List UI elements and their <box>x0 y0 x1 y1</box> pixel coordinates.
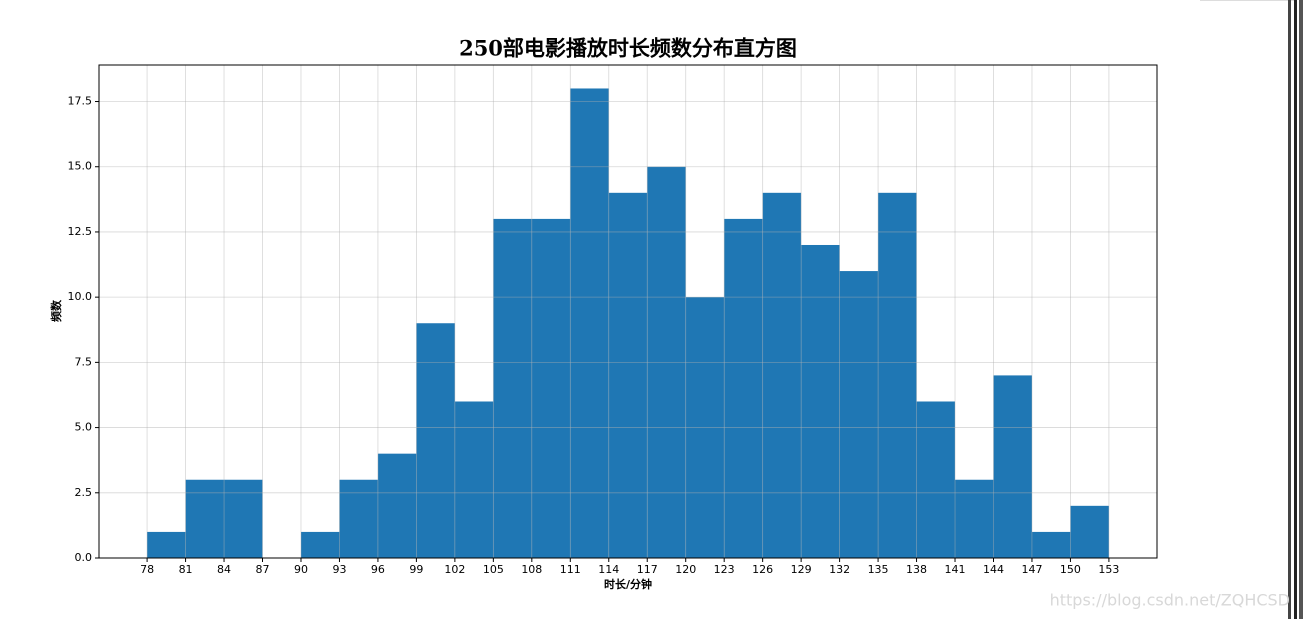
bar <box>993 375 1032 558</box>
x-tick-label: 99 <box>409 563 423 576</box>
bar <box>377 453 417 558</box>
x-tick-label: 90 <box>294 563 308 576</box>
frame-edge <box>1200 0 1295 1</box>
bar <box>955 479 994 558</box>
x-tick-label: 114 <box>598 563 619 576</box>
bar <box>608 192 648 558</box>
x-tick-label: 102 <box>444 563 465 576</box>
bar <box>916 401 956 558</box>
x-tick-label: 111 <box>560 563 581 576</box>
frame-edge <box>1299 0 1303 619</box>
x-tick-label: 108 <box>521 563 542 576</box>
bar <box>300 531 340 558</box>
x-tick-label: 123 <box>714 563 735 576</box>
bar <box>724 218 763 558</box>
y-axis-label: 频数 <box>49 299 63 322</box>
x-tick-label: 87 <box>256 563 270 576</box>
frame-edge <box>1294 0 1297 619</box>
plot-frame <box>98 64 1158 559</box>
x-tick-label: 141 <box>945 563 966 576</box>
bar <box>570 88 609 558</box>
x-tick-label: 153 <box>1098 563 1119 576</box>
y-tick-label: 15.0 <box>68 160 93 173</box>
bar <box>1070 505 1109 558</box>
y-tick-label: 10.0 <box>68 290 93 303</box>
x-tick-label: 147 <box>1021 563 1042 576</box>
bar <box>454 401 494 558</box>
bar <box>1031 531 1071 558</box>
x-tick-label: 96 <box>371 563 385 576</box>
x-tick-label: 150 <box>1060 563 1081 576</box>
x-tick-label: 117 <box>637 563 658 576</box>
bar <box>839 271 879 558</box>
bar <box>531 218 571 558</box>
x-tick-label: 132 <box>829 563 850 576</box>
x-tick-label: 78 <box>140 563 154 576</box>
frame-edge <box>1288 0 1291 619</box>
x-tick-label: 129 <box>791 563 812 576</box>
bar <box>416 323 455 558</box>
x-axis-label: 时长/分钟 <box>604 577 652 591</box>
x-tick-label: 120 <box>675 563 696 576</box>
x-tick-label: 93 <box>332 563 346 576</box>
bar <box>224 479 263 558</box>
x-tick-label: 144 <box>983 563 1004 576</box>
bar <box>147 531 186 558</box>
bar <box>339 479 378 558</box>
bar <box>185 479 225 558</box>
y-tick-label: 17.5 <box>68 95 93 108</box>
y-tick-label: 0.0 <box>75 551 93 564</box>
x-tick-label: 84 <box>217 563 231 576</box>
x-tick-label: 135 <box>868 563 889 576</box>
x-tick-label: 126 <box>752 563 773 576</box>
watermark: https://blog.csdn.net/ZQHCSD <box>1050 591 1290 610</box>
y-tick-label: 5.0 <box>75 421 93 434</box>
x-tick-label: 105 <box>483 563 504 576</box>
bar <box>493 218 532 558</box>
bar <box>801 244 840 558</box>
x-tick-label: 81 <box>179 563 193 576</box>
y-tick-label: 12.5 <box>68 225 93 238</box>
chart-title: 250部电影播放时长频数分布直方图 <box>459 36 797 61</box>
bar <box>762 192 802 558</box>
bar <box>878 192 917 558</box>
y-tick-label: 2.5 <box>75 486 93 499</box>
x-tick-label: 138 <box>906 563 927 576</box>
y-tick-label: 7.5 <box>75 355 93 368</box>
